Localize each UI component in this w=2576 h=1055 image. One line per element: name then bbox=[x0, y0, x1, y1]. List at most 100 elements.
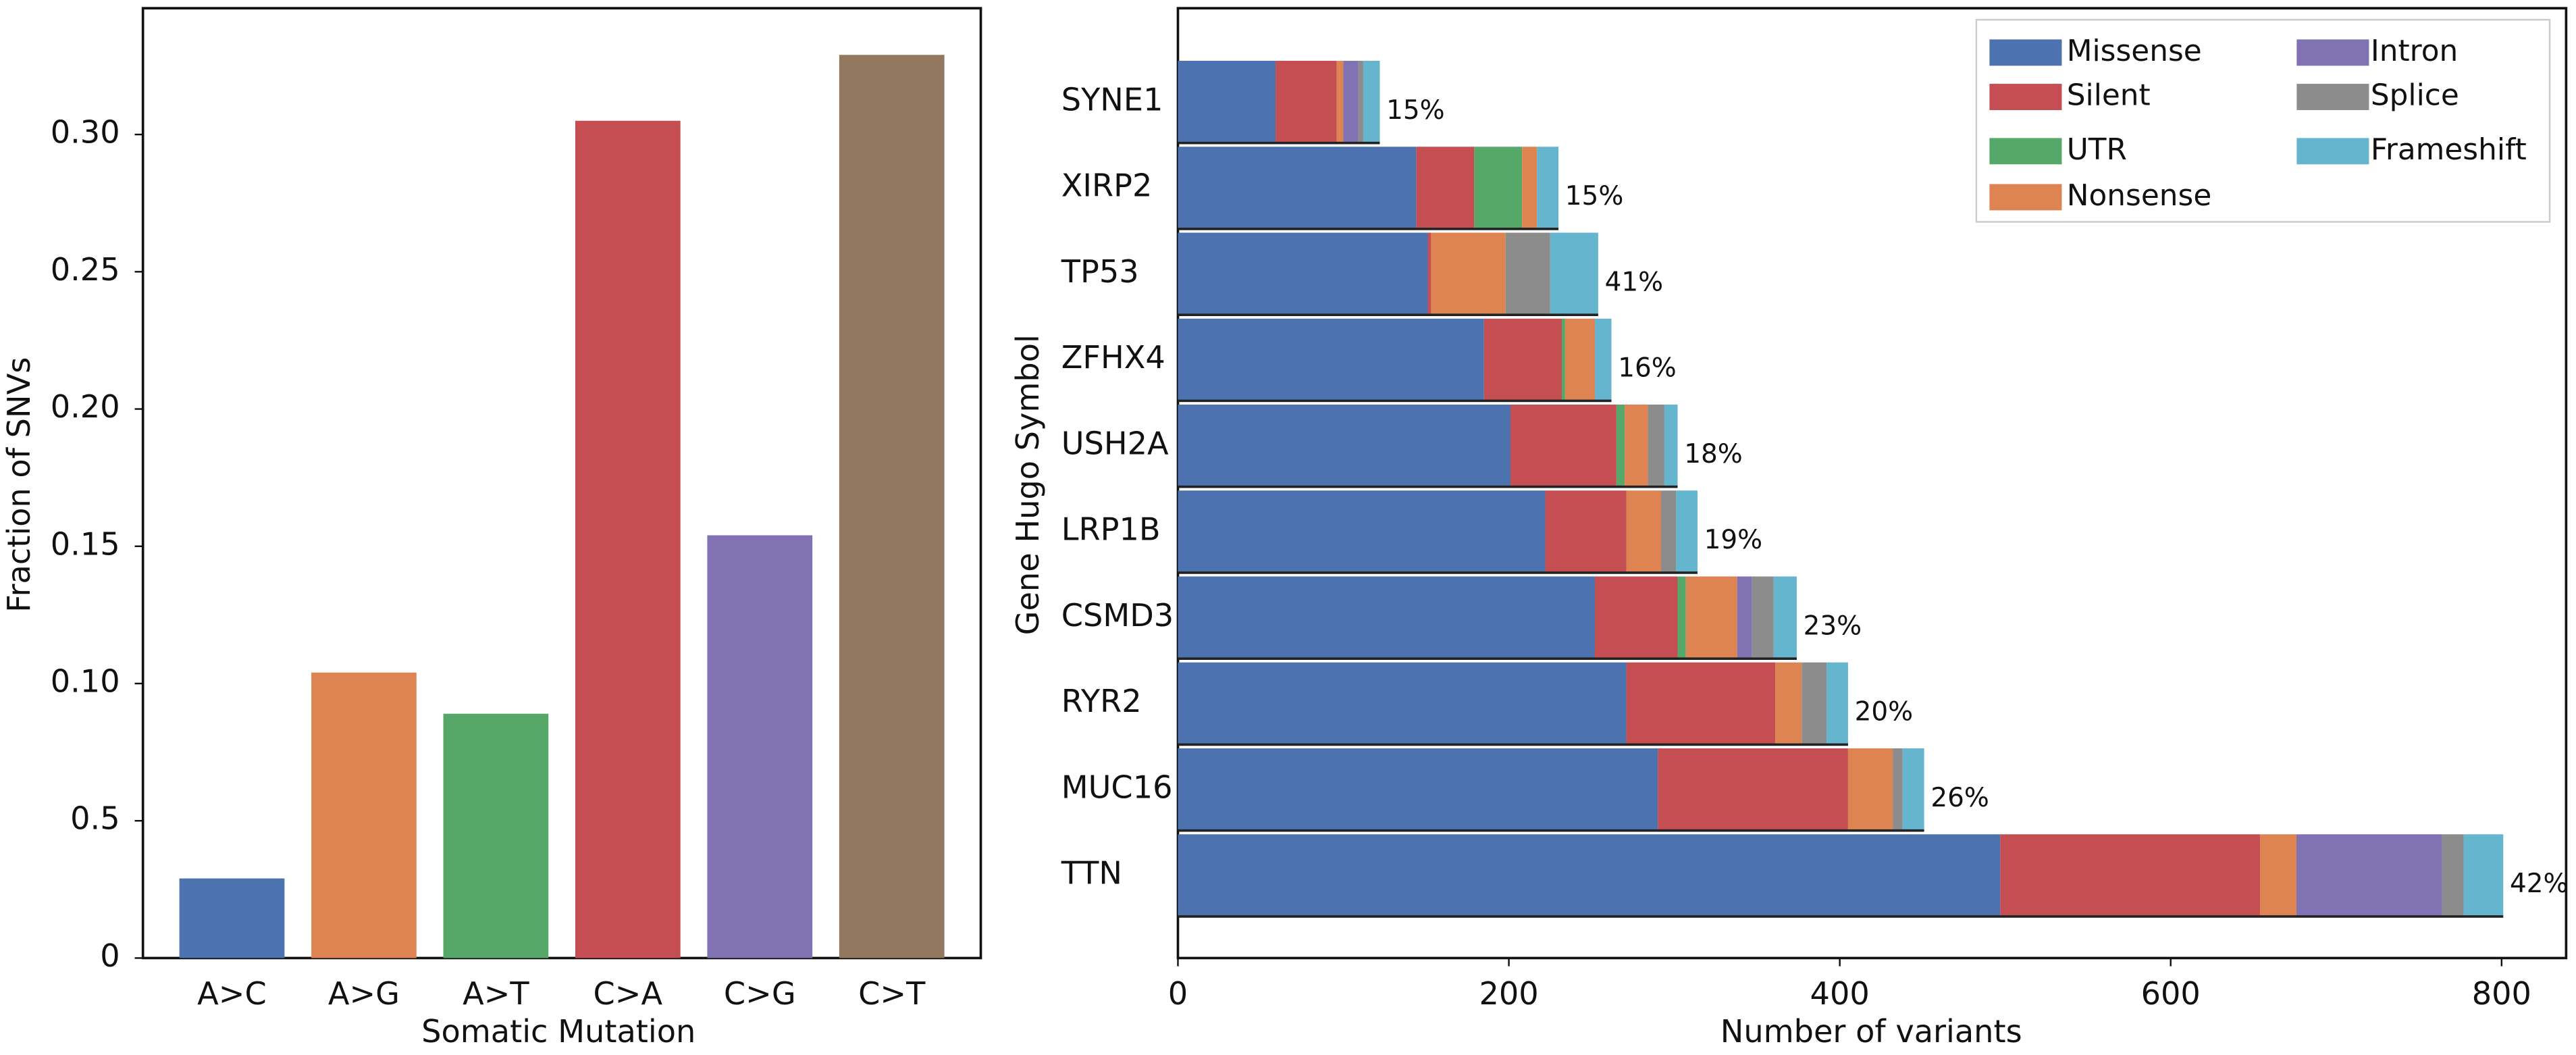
x-tick-label: A>C bbox=[197, 975, 267, 1012]
legend-label: Nonsense bbox=[2067, 178, 2212, 213]
bar-annotation: 16% bbox=[1618, 353, 1676, 384]
bar-segment bbox=[1178, 490, 1546, 573]
bar-segment bbox=[1178, 834, 2001, 917]
x-tick-label: A>T bbox=[463, 975, 529, 1012]
x-tick-label: C>G bbox=[724, 975, 796, 1012]
bar-segment bbox=[1363, 61, 1380, 143]
y-tick-label: 0 bbox=[100, 937, 120, 974]
bar-segment bbox=[1343, 61, 1359, 143]
bar-segment bbox=[1676, 490, 1698, 573]
y-tick-label: 0.10 bbox=[51, 663, 120, 700]
x-tick-label: C>A bbox=[594, 975, 663, 1012]
bar-segment bbox=[1178, 662, 1627, 745]
x-tick-label: C>T bbox=[858, 975, 926, 1012]
legend-label: UTR bbox=[2067, 132, 2127, 167]
bar-segment bbox=[1178, 748, 1658, 831]
legend-label: Missense bbox=[2067, 34, 2202, 68]
bar-segment bbox=[1178, 147, 1417, 229]
legend-label: Splice bbox=[2371, 78, 2459, 113]
y-tick-label: USH2A bbox=[1061, 425, 1169, 461]
bar-annotation: 41% bbox=[1605, 267, 1663, 297]
y-tick-label: XIRP2 bbox=[1061, 168, 1153, 204]
bar bbox=[443, 713, 549, 958]
bar-annotation: 26% bbox=[1930, 783, 1989, 813]
legend-label: Frameshift bbox=[2371, 132, 2527, 167]
bar-segment bbox=[1626, 490, 1662, 573]
bar-segment bbox=[1505, 232, 1550, 315]
bar-segment bbox=[1677, 576, 1686, 659]
y-tick-label: TTN bbox=[1061, 855, 1122, 892]
x-tick-label: 800 bbox=[2472, 975, 2531, 1012]
bar bbox=[575, 120, 681, 958]
bar-segment bbox=[1358, 61, 1363, 143]
bar-segment bbox=[1802, 662, 1827, 745]
bar-segment bbox=[1178, 405, 1511, 487]
bar-segment bbox=[1550, 232, 1598, 315]
y-tick-label: 0.25 bbox=[51, 251, 120, 288]
bar-segment bbox=[1561, 318, 1565, 401]
y-tick-label: LRP1B bbox=[1061, 511, 1161, 548]
bar-segment bbox=[1625, 405, 1648, 487]
bar-segment bbox=[1685, 576, 1737, 659]
legend-swatch bbox=[1989, 84, 2062, 111]
x-tick-label: A>G bbox=[328, 975, 400, 1012]
y-tick-label: 0.30 bbox=[51, 114, 120, 151]
x-axis-label: Number of variants bbox=[1720, 1013, 2022, 1050]
y-tick-label: TP53 bbox=[1061, 253, 1139, 290]
bar bbox=[179, 878, 285, 958]
bar-segment bbox=[2296, 834, 2442, 917]
bar-segment bbox=[1902, 748, 1924, 831]
y-axis-label: Fraction of SNVs bbox=[1, 357, 37, 613]
x-tick-label: 400 bbox=[1810, 975, 1870, 1012]
y-tick-label: RYR2 bbox=[1061, 683, 1142, 719]
bar-segment bbox=[1276, 61, 1337, 143]
bar-segment bbox=[1648, 405, 1664, 487]
legend-swatch bbox=[1989, 138, 2062, 165]
bar-segment bbox=[2463, 834, 2504, 917]
x-tick-label: 0 bbox=[1168, 975, 1188, 1012]
bar bbox=[839, 55, 945, 958]
bar-segment bbox=[1775, 662, 1802, 745]
bar-segment bbox=[2000, 834, 2261, 917]
bar-segment bbox=[1431, 232, 1506, 315]
bar-segment bbox=[2442, 834, 2464, 917]
bar-segment bbox=[1522, 147, 1537, 229]
bar-annotation: 18% bbox=[1684, 439, 1742, 469]
bar-annotation: 15% bbox=[1386, 95, 1444, 126]
x-tick-label: 600 bbox=[2141, 975, 2201, 1012]
legend-swatch bbox=[2296, 84, 2369, 111]
bar-segment bbox=[1474, 147, 1523, 229]
bar-segment bbox=[1893, 748, 1903, 831]
bar-segment bbox=[1664, 405, 1678, 487]
y-tick-label: 0.5 bbox=[70, 800, 120, 837]
y-tick-label: SYNE1 bbox=[1061, 81, 1163, 118]
legend-box bbox=[1975, 18, 2551, 223]
bar-annotation: 23% bbox=[1804, 611, 1862, 641]
bar-segment bbox=[1594, 318, 1612, 401]
bar-segment bbox=[1661, 490, 1677, 573]
bar-segment bbox=[1537, 147, 1559, 229]
y-axis-label: Gene Hugo Symbol bbox=[1009, 334, 1046, 635]
bar-segment bbox=[2260, 834, 2296, 917]
legend-label: Silent bbox=[2067, 78, 2151, 113]
x-axis-label: Somatic Mutation bbox=[421, 1013, 695, 1050]
legend-swatch bbox=[1989, 184, 2062, 211]
bar-segment bbox=[1737, 576, 1752, 659]
y-tick-label: 0.15 bbox=[51, 525, 120, 562]
bar bbox=[311, 672, 417, 958]
bar-segment bbox=[1178, 232, 1428, 315]
bar-segment bbox=[1752, 576, 1774, 659]
bar-segment bbox=[1483, 318, 1562, 401]
bar-segment bbox=[1178, 576, 1595, 659]
bar-segment bbox=[1616, 405, 1625, 487]
bar-segment bbox=[1427, 232, 1431, 315]
bar-segment bbox=[1416, 147, 1475, 229]
bar-segment bbox=[1847, 748, 1893, 831]
bar-segment bbox=[1178, 318, 1484, 401]
bar-segment bbox=[1510, 405, 1616, 487]
bar-segment bbox=[1565, 318, 1595, 401]
bar bbox=[707, 535, 813, 958]
y-tick-label: CSMD3 bbox=[1061, 597, 1174, 634]
bar-annotation: 19% bbox=[1704, 525, 1762, 555]
